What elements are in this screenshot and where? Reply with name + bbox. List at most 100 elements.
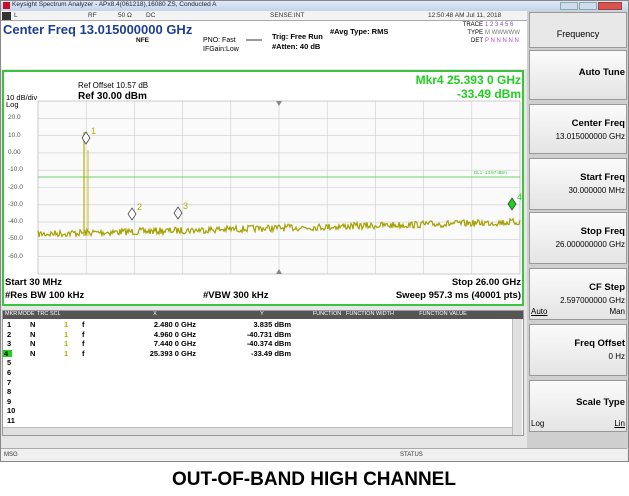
y-label: -40.0 — [8, 218, 23, 226]
close-button[interactable] — [598, 2, 622, 10]
marker-number: 9 — [7, 396, 12, 406]
marker-y: -40.731 dBm — [246, 329, 291, 339]
softkey-value: 13.015000000 GHz — [555, 132, 625, 141]
marker-trace: 1 — [64, 320, 69, 329]
table-header: TRC — [37, 311, 49, 317]
table-header: SCL — [50, 311, 61, 317]
atten: #Atten: 40 dB — [272, 42, 321, 51]
softkey-value: 26.000000000 GHz — [555, 240, 625, 249]
marker-mode: N — [30, 329, 36, 339]
y-label: -30.0 — [8, 200, 23, 208]
softkey — [529, 12, 627, 48]
display-line-label: DL1 -13.97 dBm — [474, 170, 507, 175]
trig: Trig: Free Run — [272, 32, 323, 41]
graph-frame — [2, 70, 524, 306]
marker-trace: 1 — [64, 339, 69, 349]
softkey-value: 30.000000 MHz — [568, 186, 625, 195]
table-header: MKR — [5, 311, 18, 317]
y-label: 0.00 — [8, 148, 21, 156]
title-bar — [1, 1, 628, 11]
type: M WWWWW — [485, 30, 520, 36]
marker-y: -33.49 dBm — [250, 348, 291, 358]
marker-value: -33.49 dBm — [456, 87, 521, 101]
status: STATUS — [400, 452, 423, 458]
softkey-label: Stop Freq — [580, 226, 625, 237]
marker-trace: 1 — [64, 329, 69, 339]
rbw: #Res BW 100 kHz — [5, 290, 85, 301]
pno: PNO: Fast — [203, 37, 236, 44]
softkey-option: Man — [609, 307, 625, 316]
marker-mode: N — [30, 348, 36, 358]
y-label: 10.0 — [8, 131, 21, 139]
marker-number: 7 — [7, 377, 12, 387]
center-freq: Center Freq 13.015000000 GHz — [3, 22, 193, 37]
softkey-label: Auto Tune — [578, 67, 625, 78]
marker-scale: f — [82, 339, 85, 349]
marker-number: 1 — [7, 320, 12, 329]
table-header: FUNCTION WIDTH — [346, 311, 394, 317]
softkey[interactable] — [529, 50, 627, 100]
softkey[interactable] — [529, 212, 627, 264]
softkey-title: Frequency — [556, 29, 600, 39]
y-label: 20.0 — [8, 114, 21, 122]
table-header-bar — [3, 311, 523, 319]
softkey[interactable] — [529, 268, 627, 320]
minimize-button[interactable] — [560, 2, 578, 10]
type-label: TYPE — [467, 30, 483, 36]
softkey-option[interactable]: Log — [531, 419, 545, 428]
caption: OUT-OF-BAND HIGH CHANNEL — [172, 469, 456, 490]
stop-freq: Stop 26.00 GHz — [451, 277, 521, 288]
y-label: -20.0 — [8, 183, 23, 191]
det-label: DET — [471, 38, 483, 44]
marker-number: 8 — [7, 387, 12, 397]
status-item: L — [14, 12, 18, 19]
marker-number: 6 — [7, 368, 12, 377]
table-header: X — [153, 311, 157, 317]
marker-number: 11 — [7, 416, 15, 425]
marker-scale: f — [82, 348, 85, 358]
softkey-option[interactable]: Auto — [531, 307, 548, 316]
softkey-label: Start Freq — [580, 172, 625, 183]
scrollbar[interactable] — [512, 319, 522, 435]
status-item: DC — [146, 12, 156, 19]
msg: MSG — [4, 452, 18, 458]
nfe: NFE — [136, 37, 149, 44]
marker-trace: 1 — [64, 348, 69, 358]
softkey-label: Center Freq — [571, 118, 625, 129]
marker-number: 3 — [7, 339, 12, 349]
header-area — [1, 21, 527, 69]
marker-scale: f — [82, 320, 85, 329]
softkey[interactable] — [529, 380, 627, 432]
softkey-label: Freq Offset — [574, 338, 625, 349]
marker-scale: f — [82, 329, 85, 339]
marker-table-frame — [2, 310, 524, 436]
marker-x: 4.960 0 GHz — [153, 329, 196, 339]
table-header: MODE — [18, 311, 35, 317]
y-label: -60.0 — [8, 252, 23, 260]
marker-y: -40.374 dBm — [246, 339, 291, 349]
marker-y: 3.835 dBm — [253, 320, 291, 329]
status-item: RF — [88, 12, 97, 19]
trace: 1 2 3 4 5 6 — [485, 22, 514, 28]
ref-offset: Ref Offset 10.57 dB — [78, 81, 149, 90]
datetime: 12:50:48 AM Jul 11, 2018 — [428, 12, 502, 19]
marker-number: 4 — [3, 350, 13, 358]
maximize-button[interactable] — [579, 2, 597, 10]
marker-mode: N — [30, 320, 36, 329]
h-scrollbar[interactable] — [3, 427, 512, 435]
marker-number: 2 — [7, 329, 12, 339]
marker-number: 10 — [7, 406, 16, 416]
softkey-value: 2.597000000 GHz — [560, 296, 625, 305]
start-freq: Start 30 MHz — [5, 277, 63, 288]
window-buttons[interactable] — [560, 2, 624, 10]
softkey-option: Lin — [614, 419, 625, 428]
marker-mode: N — [30, 339, 36, 349]
marker-x: 2.480 0 GHz — [153, 320, 196, 329]
softkey[interactable] — [529, 104, 627, 154]
trace-label: TRACE — [462, 22, 483, 28]
ifgain: IFGain:Low — [203, 46, 239, 53]
sweep: Sweep 957.3 ms (40001 pts) — [395, 290, 521, 301]
marker-x: 25.393 0 GHz — [149, 348, 196, 358]
softkey[interactable] — [529, 324, 627, 376]
softkey[interactable] — [529, 158, 627, 210]
